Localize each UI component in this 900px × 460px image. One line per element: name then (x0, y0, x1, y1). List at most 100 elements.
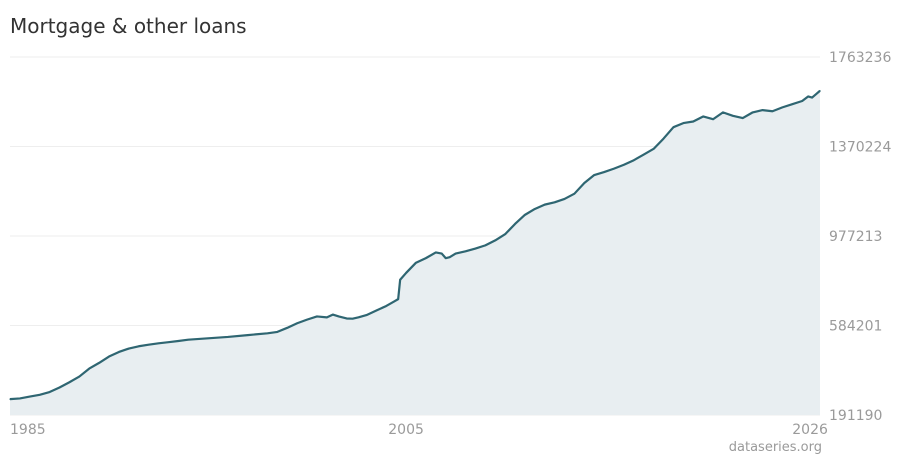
data-point (633, 159, 635, 161)
data-point (742, 117, 744, 119)
data-point (167, 341, 170, 343)
data-point (441, 252, 443, 255)
data-point (449, 256, 451, 258)
data-point (653, 148, 655, 150)
data-point (583, 182, 585, 184)
data-point (722, 111, 724, 113)
data-point (781, 106, 783, 108)
data-point (445, 257, 447, 259)
data-point (761, 109, 764, 111)
data-point (563, 198, 566, 200)
data-point (819, 90, 821, 92)
data-point (534, 208, 536, 210)
data-point (393, 300, 395, 303)
data-point (672, 126, 675, 128)
data-point (332, 314, 334, 316)
y-tick-label: 977213 (829, 229, 882, 245)
data-point (815, 93, 817, 95)
data-point (702, 115, 704, 118)
data-point (613, 168, 615, 170)
y-tick-label: 1763236 (829, 50, 891, 66)
data-point (435, 251, 437, 254)
data-point (187, 339, 189, 341)
data-point (108, 355, 110, 358)
data-point (9, 398, 11, 400)
y-tick-label: 1370224 (829, 140, 891, 156)
data-point (276, 331, 278, 333)
data-point (771, 110, 774, 112)
data-point (346, 317, 348, 320)
series-area (10, 90, 820, 415)
data-point (58, 386, 61, 389)
data-point (464, 250, 467, 252)
data-point (603, 171, 605, 173)
data-point (554, 201, 556, 203)
data-point (118, 351, 120, 353)
data-point (544, 204, 546, 206)
data-point (385, 305, 387, 307)
data-point (474, 247, 476, 250)
data-point (752, 111, 754, 113)
x-tick-label: 1985 (10, 422, 46, 438)
data-point (365, 314, 368, 316)
data-point (732, 115, 734, 117)
y-tick-label: 191190 (829, 408, 882, 424)
data-point (29, 396, 31, 398)
data-point (662, 137, 665, 140)
data-point (593, 174, 595, 176)
data-point (524, 214, 526, 216)
x-axis-ticks: 1985 2005 2026 (10, 422, 828, 438)
data-point (623, 164, 625, 166)
y-tick-label: 584201 (829, 319, 882, 335)
x-tick-label: 2005 (388, 422, 424, 438)
data-point (266, 332, 269, 334)
data-point (78, 375, 80, 378)
data-point (375, 309, 377, 312)
data-point (138, 345, 140, 347)
data-point (573, 193, 576, 195)
data-point (88, 367, 90, 370)
data-point (207, 337, 209, 339)
x-tick-label: 2026 (792, 422, 828, 438)
data-point (682, 122, 684, 124)
data-point (643, 153, 645, 156)
data-point (128, 347, 130, 350)
data-point (98, 362, 100, 364)
data-point (19, 397, 21, 400)
data-point (177, 340, 179, 342)
data-point (227, 336, 229, 338)
data-point (504, 233, 506, 235)
data-point (397, 298, 399, 300)
data-point (286, 327, 288, 329)
data-point (148, 344, 150, 346)
data-point (514, 223, 516, 225)
data-point (338, 315, 340, 318)
data-point (49, 391, 51, 393)
data-point (494, 239, 496, 241)
data-points (9, 90, 821, 400)
data-point (425, 257, 427, 259)
data-point (399, 279, 401, 281)
data-point (357, 316, 360, 318)
data-point (352, 318, 354, 320)
data-point (415, 262, 417, 264)
data-point (326, 316, 328, 318)
y-axis-ticks: 1763236 1370224 977213 584201 191190 (829, 50, 891, 424)
chart-title: Mortgage & other loans (10, 14, 247, 38)
data-point (68, 381, 71, 383)
data-point (712, 118, 714, 120)
data-point (692, 120, 694, 123)
data-point (306, 319, 308, 321)
data-point (807, 95, 809, 98)
data-point (484, 244, 486, 246)
data-point (801, 100, 803, 102)
data-point (455, 252, 457, 255)
data-point (405, 272, 407, 274)
data-point (39, 394, 41, 396)
data-point (316, 315, 318, 318)
source-label: dataseries.org (728, 440, 822, 455)
data-point (296, 322, 298, 324)
data-point (791, 103, 793, 105)
data-point (811, 96, 813, 99)
